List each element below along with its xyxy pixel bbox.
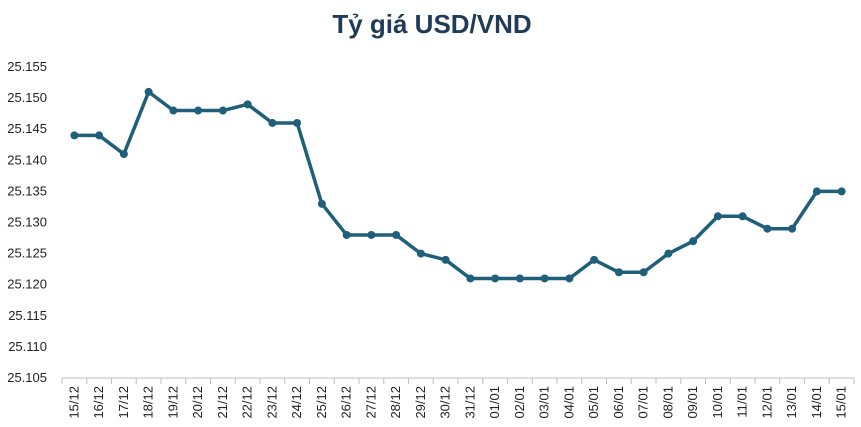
x-tick-label: 09/01 [685,386,700,419]
data-point [268,118,277,127]
x-tick-label: 07/01 [636,386,651,419]
x-tick-label: 08/01 [660,386,675,419]
data-point [70,131,79,140]
x-tick-label: 30/12 [438,386,453,419]
plot-area [70,87,846,283]
x-tick-label: 19/12 [165,386,180,419]
y-tick-label: 25.130 [7,215,47,230]
data-point [243,100,252,109]
data-point [491,274,500,283]
data-point [590,255,599,264]
data-point [218,106,227,115]
x-tick-label: 14/01 [809,386,824,419]
y-tick-label: 25.105 [7,370,47,385]
x-tick-label: 01/01 [487,386,502,419]
data-point [614,268,623,277]
y-tick-label: 25.140 [7,152,47,167]
x-tick-label: 06/01 [611,386,626,419]
data-point [441,255,450,264]
data-point [515,274,524,283]
x-tick-label: 26/12 [339,386,354,419]
data-point [169,106,178,115]
data-point [119,150,128,159]
x-tick-label: 25/12 [314,386,329,419]
data-point [416,249,425,258]
x-axis: 15/12 16/12 17/12 18/12 19/12 20/12 21/12 22/12… [61,377,855,419]
x-tick-label: 12/01 [759,386,774,419]
chart-title: Tỷ giá USD/VND [332,9,531,39]
y-tick-label: 25.145 [7,121,47,136]
x-tick-label: 18/12 [141,386,156,419]
y-tick-label: 25.155 [7,59,47,74]
y-tick-label: 25.115 [8,308,47,323]
x-tick-label: 23/12 [264,386,279,419]
x-tick-label: 24/12 [289,386,304,419]
data-point [837,187,846,196]
y-tick-label: 25.120 [7,277,47,292]
x-tick-label: 22/12 [240,386,255,419]
x-tick-label: 17/12 [116,386,131,419]
x-tick-label: 27/12 [363,386,378,419]
x-tick-label: 16/12 [91,386,106,419]
x-tick-label: 05/01 [586,386,601,419]
data-point [392,230,401,239]
x-tick-label: 31/12 [462,386,477,419]
y-tick-label: 25.135 [7,183,47,198]
data-point [738,212,747,221]
y-axis: 25.105 25.110 25.115 25.120 25.125 25.130 25.1… [7,59,47,385]
y-tick-label: 25.150 [7,90,47,105]
x-tick-label: 02/01 [512,386,527,419]
data-point [95,131,104,140]
x-tick-label: 21/12 [215,386,230,419]
data-point [664,249,673,258]
data-point [342,230,351,239]
data-point [689,237,698,246]
data-point [540,274,549,283]
x-tick-label: 15/12 [66,386,81,419]
x-tick-label: 03/01 [537,386,552,419]
data-point [812,187,821,196]
data-point [367,230,376,239]
data-point [763,224,772,233]
series-line [72,90,844,281]
y-tick-label: 25.110 [8,339,47,354]
data-point [639,268,648,277]
data-point [788,224,797,233]
x-tick-label: 15/01 [834,386,849,419]
data-point [194,106,203,115]
data-point [293,118,302,127]
x-tick-label: 04/01 [561,386,576,419]
data-point [565,274,574,283]
x-tick-label: 10/01 [710,386,725,419]
x-tick-label: 13/01 [784,386,799,419]
y-tick-label: 25.125 [7,246,47,261]
x-tick-label: 11/01 [735,386,750,418]
x-tick-label: 29/12 [413,386,428,419]
x-tick-label: 28/12 [388,386,403,419]
data-point [317,199,326,208]
data-point [144,87,153,96]
data-point [713,212,722,221]
x-tick-label: 20/12 [190,386,205,419]
data-point [466,274,475,283]
